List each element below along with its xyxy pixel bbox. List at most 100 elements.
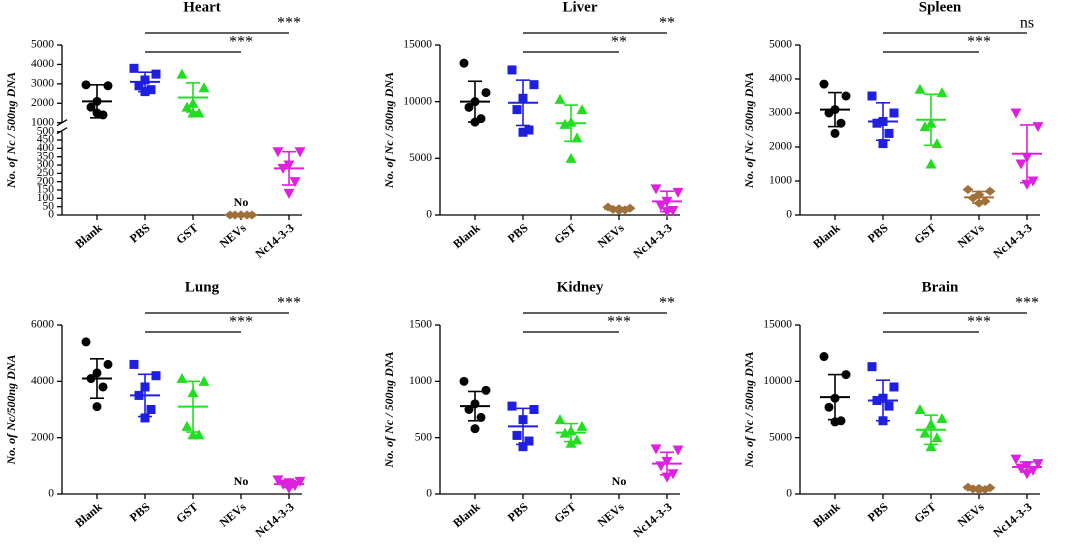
point [914, 404, 926, 414]
x-tick-label: Blank [810, 499, 843, 530]
point [272, 147, 284, 158]
y-tick-label: 1000 [769, 175, 792, 187]
point [198, 82, 210, 93]
point [81, 337, 91, 347]
point [824, 402, 834, 412]
x-tick-label: PBS [505, 499, 531, 524]
x-tick-label: PBS [505, 220, 531, 245]
panel: Liver No. of Nc / 500ng DNA 0 5000 10000 1500… [382, 0, 684, 261]
x-tick-label: Nc14-3-3 [990, 500, 1034, 540]
significance-label: ns [1020, 15, 1034, 32]
point [984, 186, 996, 196]
x-tick-label: NEVs [955, 220, 987, 250]
point [925, 158, 937, 169]
chart-title: Heart [183, 0, 220, 15]
x-tick-label: Blank [450, 220, 483, 251]
point [518, 127, 528, 137]
y-tick-label: 5000 [31, 39, 54, 51]
point [925, 441, 937, 452]
point [181, 420, 193, 431]
point [1027, 176, 1039, 187]
x-tick-label: Blank [72, 499, 105, 530]
y-tick-label: 450 [37, 134, 55, 146]
x-tick-label: GST [911, 500, 938, 526]
y-tick-label: 10000 [763, 375, 792, 387]
y-tick-label: 1000 [409, 375, 432, 387]
y-tick-label: 50 [43, 200, 55, 212]
point [1032, 122, 1044, 133]
x-tick-label: NEVs [595, 220, 627, 250]
point [92, 402, 102, 412]
point [134, 81, 144, 91]
point [962, 185, 974, 194]
panel: Brain No. of Nc / 500ng DNA 0 5000 10000 1500… [742, 279, 1044, 540]
point [481, 385, 491, 395]
point [81, 80, 91, 90]
point [565, 437, 577, 448]
y-tick-label: 350 [37, 150, 55, 162]
point [129, 359, 139, 369]
x-tick-label: PBS [865, 220, 891, 245]
point [146, 405, 156, 414]
panel: Lung No. of Nc/500ng DNA 0 2000 4000 6000 Blan… [4, 279, 306, 540]
y-axis-label: No. of Nc/500ng DNA [4, 355, 18, 466]
x-tick-label: Blank [72, 220, 105, 251]
y-tick-label: 1000 [31, 116, 54, 128]
point [507, 65, 517, 75]
point [146, 85, 156, 95]
point [650, 184, 662, 195]
y-tick-label: 2000 [31, 97, 54, 109]
y-tick-label: 15000 [763, 319, 792, 331]
x-tick-label: GST [551, 221, 578, 247]
y-tick-label: 500 [415, 431, 433, 443]
point [464, 102, 474, 112]
point [565, 152, 577, 163]
point [576, 104, 588, 115]
significance-label: ** [659, 295, 675, 312]
point [524, 125, 534, 135]
point [819, 352, 829, 362]
y-tick-label: 0 [48, 488, 54, 500]
point [529, 405, 539, 414]
point [819, 79, 829, 89]
point [889, 382, 899, 392]
y-tick-label: 10000 [403, 95, 432, 107]
x-tick-label: PBS [127, 499, 153, 524]
point [98, 382, 108, 392]
point [1032, 459, 1044, 470]
y-tick-label: 400 [37, 142, 55, 154]
axis-break [56, 127, 68, 135]
point [931, 432, 943, 443]
x-tick-label: GST [911, 221, 938, 247]
y-axis-label: No. of Nc / 500ng DNA [742, 72, 756, 189]
point [830, 128, 840, 138]
y-axis-label: No. of Nc / 500ng DNA [4, 72, 18, 189]
significance-label: *** [277, 15, 301, 32]
chart-title: Liver [563, 0, 598, 15]
point [650, 444, 662, 455]
point [464, 405, 474, 414]
point [86, 102, 96, 112]
significance-label: *** [229, 314, 253, 331]
significance-label: *** [1015, 295, 1039, 312]
y-tick-label: 200 [37, 175, 55, 187]
x-tick-label: Blank [450, 499, 483, 530]
y-tick-label: 5000 [409, 152, 432, 164]
x-tick-label: GST [173, 221, 200, 247]
y-tick-label: 5000 [769, 431, 792, 443]
point [524, 436, 534, 446]
point [889, 108, 899, 118]
point [151, 371, 161, 381]
point [841, 91, 851, 101]
y-tick-label: 150 [37, 184, 55, 196]
point [672, 445, 684, 456]
point [459, 376, 469, 386]
point [884, 401, 894, 411]
x-tick-label: PBS [865, 499, 891, 524]
point [129, 63, 139, 73]
point [176, 373, 188, 384]
point [1015, 159, 1027, 170]
point [198, 375, 210, 386]
point [103, 81, 113, 91]
y-tick-label: 2000 [31, 431, 54, 443]
